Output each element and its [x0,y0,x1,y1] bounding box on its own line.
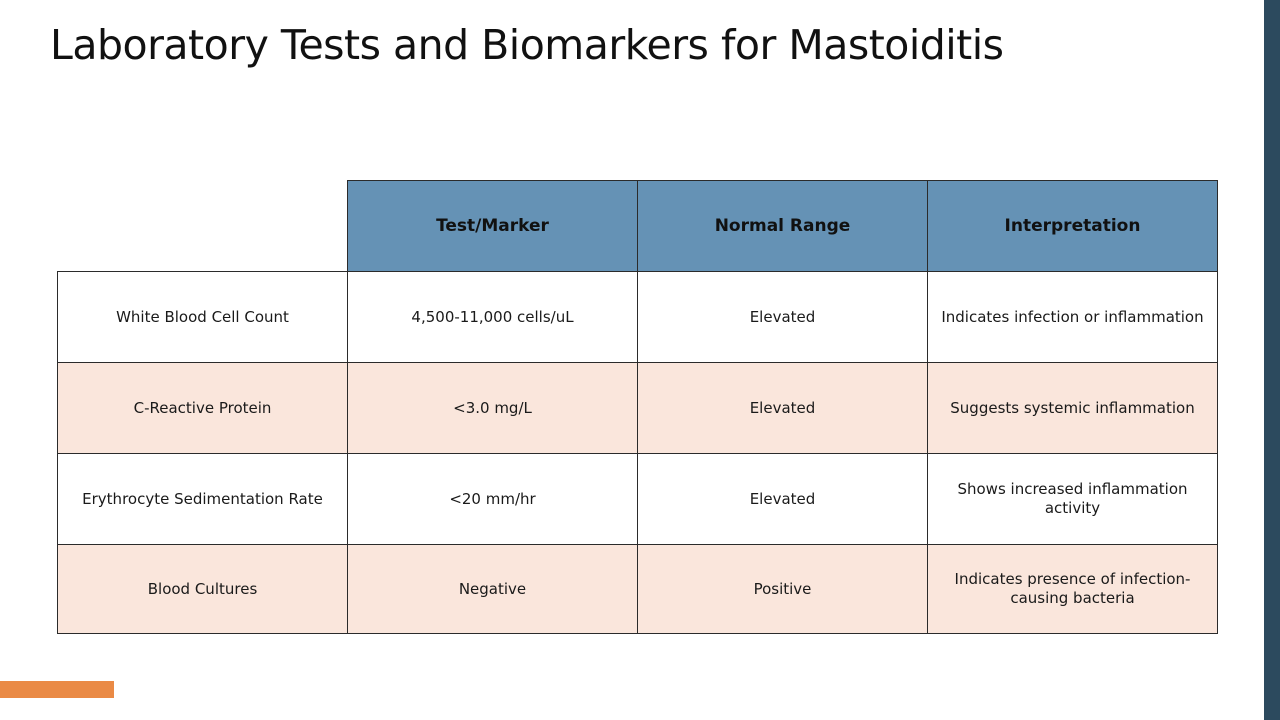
table-cell: Indicates presence of infection-causing … [927,544,1218,634]
bottom-accent-bar [0,681,114,698]
header-cell-normal-range: Normal Range [637,180,928,272]
table-header-row: Test/Marker Normal Range Interpretation [58,180,1218,272]
table-cell: Suggests systemic inflammation [927,362,1218,454]
table-cell: Elevated [637,453,928,545]
table-cell: Negative [347,544,638,634]
table-cell: Erythrocyte Sedimentation Rate [57,453,348,545]
right-decorative-bar [1264,0,1280,720]
table-cell: Positive [637,544,928,634]
table-cell: <20 mm/hr [347,453,638,545]
table-cell: Elevated [637,362,928,454]
lab-tests-table: Test/Marker Normal Range Interpretation … [57,180,1218,634]
table-row: Erythrocyte Sedimentation Rate <20 mm/hr… [57,453,1218,545]
header-cell-blank [58,181,348,272]
table-row: Blood Cultures Negative Positive Indicat… [57,544,1218,634]
table-cell: White Blood Cell Count [57,271,348,363]
header-cell-test-marker: Test/Marker [347,180,638,272]
table-cell: Elevated [637,271,928,363]
table-cell: Blood Cultures [57,544,348,634]
table-row: C-Reactive Protein <3.0 mg/L Elevated Su… [57,362,1218,454]
header-cell-interpretation: Interpretation [927,180,1218,272]
table-cell: 4,500-11,000 cells/uL [347,271,638,363]
table-cell: <3.0 mg/L [347,362,638,454]
slide-title: Laboratory Tests and Biomarkers for Mast… [50,21,1004,69]
table-cell: Shows increased inflammation activity [927,453,1218,545]
table-row: White Blood Cell Count 4,500-11,000 cell… [57,271,1218,363]
table-cell: C-Reactive Protein [57,362,348,454]
table-cell: Indicates infection or inflammation [927,271,1218,363]
